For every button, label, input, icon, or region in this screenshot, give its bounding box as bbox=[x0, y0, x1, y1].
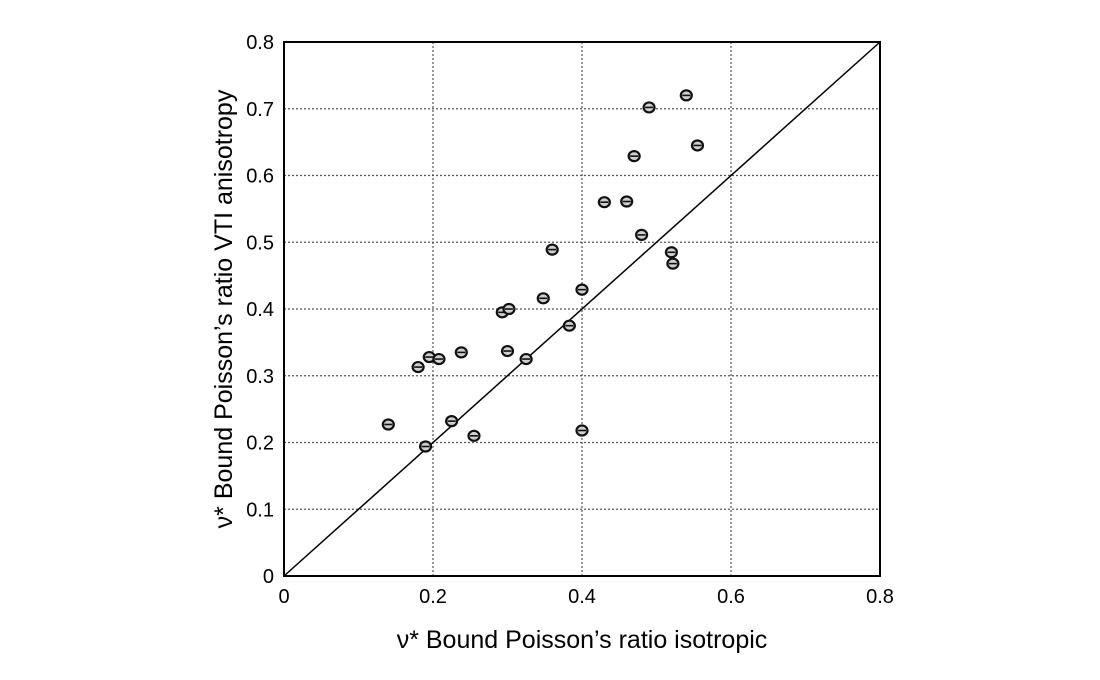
data-point bbox=[454, 346, 468, 359]
y-tick-label: 0.1 bbox=[246, 499, 274, 521]
data-point bbox=[627, 150, 641, 163]
x-tick-label: 0.2 bbox=[419, 586, 447, 608]
data-point bbox=[500, 344, 515, 358]
y-tick-label: 0.3 bbox=[246, 366, 274, 388]
data-point bbox=[690, 139, 705, 152]
data-point bbox=[597, 196, 611, 209]
data-point bbox=[467, 429, 481, 442]
identity-reference-line bbox=[283, 41, 881, 577]
y-tick-label: 0 bbox=[263, 566, 274, 588]
x-tick-label: 0.4 bbox=[568, 586, 596, 608]
data-point bbox=[642, 101, 656, 114]
x-axis-title: ν* Bound Poisson’s ratio isotropic bbox=[397, 626, 768, 654]
data-point bbox=[575, 283, 589, 296]
data-point bbox=[620, 195, 634, 208]
y-tick-label: 0.4 bbox=[246, 299, 274, 321]
data-point bbox=[381, 418, 395, 431]
data-point bbox=[679, 89, 693, 102]
data-point bbox=[575, 424, 589, 437]
y-axis-tick-labels: 0 0.1 0.2 0.3 0.4 0.5 0.6 0.7 0.8 bbox=[246, 32, 274, 588]
data-point bbox=[411, 360, 425, 374]
x-tick-label: 0 bbox=[278, 586, 289, 608]
x-tick-label: 0.8 bbox=[866, 586, 894, 608]
data-point bbox=[502, 302, 516, 316]
data-point bbox=[664, 246, 679, 259]
y-tick-label: 0.7 bbox=[246, 99, 274, 121]
data-point bbox=[432, 352, 446, 366]
data-point bbox=[634, 228, 649, 242]
data-point bbox=[536, 292, 550, 305]
y-tick-label: 0.5 bbox=[246, 232, 274, 254]
data-point bbox=[418, 440, 433, 453]
data-points bbox=[381, 89, 705, 453]
data-point bbox=[519, 352, 533, 366]
plot-frame bbox=[283, 41, 881, 577]
y-tick-label: 0.8 bbox=[246, 32, 274, 54]
x-tick-label: 0.6 bbox=[717, 586, 745, 608]
y-tick-label: 0.2 bbox=[246, 433, 274, 455]
data-point bbox=[666, 257, 680, 270]
data-point bbox=[562, 319, 576, 332]
x-axis-tick-labels: 0 0.2 0.4 0.6 0.8 bbox=[278, 586, 893, 608]
data-point bbox=[445, 415, 459, 428]
data-point bbox=[545, 243, 559, 256]
y-axis-title: ν* Bound Poisson’s ratio VTI anisotropy bbox=[210, 89, 238, 528]
y-tick-label: 0.6 bbox=[246, 166, 274, 188]
